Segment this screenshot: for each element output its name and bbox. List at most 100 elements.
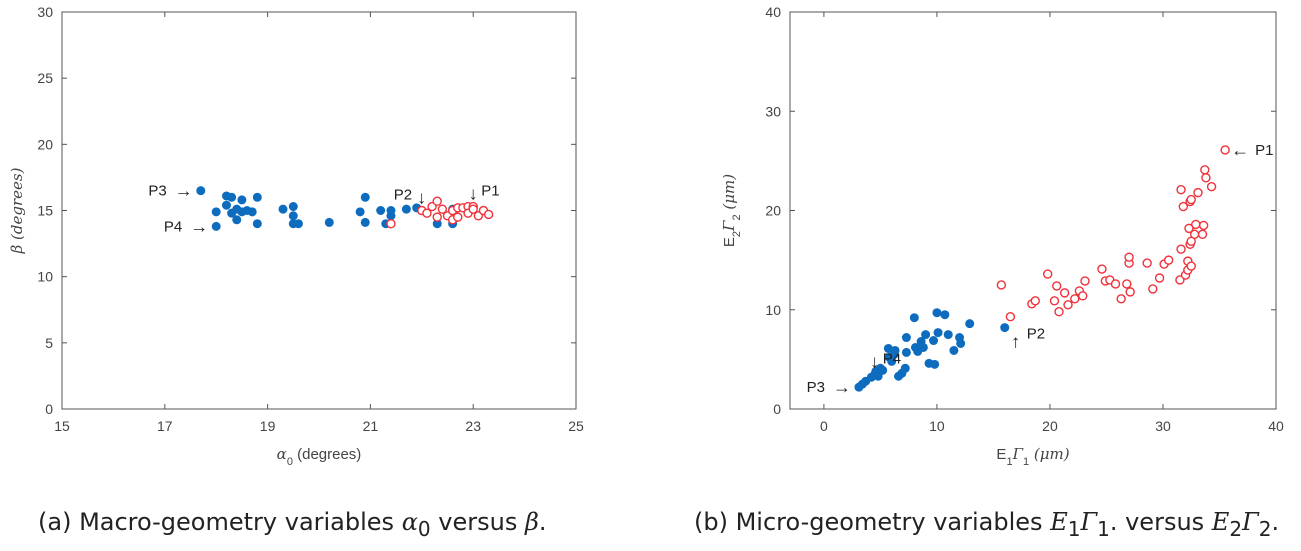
data-point-open <box>1186 194 1196 205</box>
annotation-p1: ← P1 <box>1231 140 1273 160</box>
data-point-open <box>1070 294 1080 304</box>
x-tick-label: 20 <box>1042 418 1058 434</box>
data-point-filled <box>232 215 242 225</box>
data-point-filled <box>227 192 237 202</box>
data-point-open <box>1206 181 1217 192</box>
y-tick-label: 15 <box>37 203 53 219</box>
data-point-open <box>1078 291 1088 301</box>
x-tick-label: 23 <box>465 418 481 434</box>
annotation-p3: P3 → <box>807 377 851 397</box>
data-point-filled <box>247 207 257 217</box>
caption-b-g1-sub: 1 <box>1097 516 1110 541</box>
y-tick-label: 10 <box>765 302 781 318</box>
data-point-filled <box>940 310 950 320</box>
data-point-open <box>996 280 1007 290</box>
data-point-open <box>1124 252 1134 262</box>
caption-a-alpha-sub: 0 <box>417 516 431 541</box>
chart-b-e1g1-vs-e2g2: 0 10 20 30 40 0 10 20 30 40 E1Γ1 (μm) E2Γ2 (μm) ← P1 ↑… <box>720 4 1284 468</box>
data-point-filled <box>921 330 931 340</box>
annotation-p2: ↑ P2 <box>1011 326 1045 352</box>
chart-b-plot-area: 0 10 20 30 40 0 10 20 30 40 E1Γ1 (μm) E2Γ2 (μm) ← P1 ↑… <box>720 4 1284 468</box>
data-point-filled <box>956 338 966 348</box>
annotation-arrow: ↓ <box>870 351 879 371</box>
data-point-filled <box>376 206 386 215</box>
annotation-arrow: ↓ <box>469 184 478 204</box>
annotation-arrow: → <box>190 216 208 236</box>
data-point-filled <box>252 192 262 202</box>
annotation-arrow: ↑ <box>1011 332 1020 352</box>
caption-a: (a) Macro-geometry variables α0 versus β… <box>38 508 546 541</box>
x-tick-label: 0 <box>820 418 828 434</box>
annotation-label: P3 <box>148 183 166 200</box>
data-point-open <box>432 212 442 222</box>
data-point-filled <box>878 365 888 375</box>
data-point-filled <box>278 204 288 214</box>
annotation-p4: P4 → <box>164 216 208 236</box>
data-point-filled <box>901 347 911 357</box>
data-point-open <box>1200 165 1210 175</box>
data-point-filled <box>324 217 334 227</box>
data-point-filled <box>900 363 910 373</box>
data-point-filled <box>293 219 303 229</box>
y-tick-label: 40 <box>765 4 781 20</box>
data-point-open <box>1154 273 1165 283</box>
data-point-filled <box>873 371 883 381</box>
data-point-open <box>468 204 478 214</box>
y-axis-label: β (degrees) <box>8 167 26 254</box>
data-point-filled <box>965 319 975 329</box>
data-point-open <box>1163 255 1174 265</box>
x-tick-label: 21 <box>363 418 379 434</box>
data-point-filled <box>949 345 959 355</box>
data-point-filled <box>386 211 396 221</box>
x-tick-label: 25 <box>568 418 584 434</box>
data-point-open <box>1184 223 1194 234</box>
x-tick-label: 30 <box>1155 418 1171 434</box>
data-point-open <box>1030 296 1040 306</box>
data-point-filled <box>211 221 221 231</box>
data-point-filled <box>943 330 953 340</box>
data-point-open <box>1054 307 1064 317</box>
data-point-open <box>1197 229 1208 240</box>
data-point-open <box>1049 296 1060 306</box>
data-point-filled <box>930 359 940 369</box>
annotation-label: P2 <box>394 187 412 204</box>
data-point-open <box>1063 300 1073 310</box>
annotation-label: P3 <box>807 379 825 396</box>
data-point-filled <box>288 202 298 212</box>
data-point-filled <box>221 200 231 210</box>
annotation-label: P2 <box>1027 326 1045 343</box>
y-tick-label: 30 <box>765 103 781 119</box>
caption-a-beta: β <box>524 508 539 536</box>
plot-frame <box>61 11 577 410</box>
data-point-open <box>1052 281 1062 291</box>
annotation-arrow: → <box>833 377 851 397</box>
data-point-open <box>1220 145 1230 155</box>
y-tick-label: 20 <box>765 203 781 219</box>
annotation-arrow: ↓ <box>417 188 426 208</box>
data-point-filled <box>355 207 365 217</box>
data-point-open <box>1193 187 1203 198</box>
data-point-open <box>1042 269 1053 279</box>
y-tick-label: 20 <box>37 136 53 152</box>
annotation-p1: ↓ P1 <box>469 183 500 204</box>
data-point-open <box>453 212 463 222</box>
data-point-open <box>483 209 494 220</box>
caption-b-e2: E <box>1211 508 1230 536</box>
x-tick-label: 40 <box>1268 418 1284 434</box>
data-point-open <box>1097 264 1107 274</box>
caption-b-e2-sub: 2 <box>1229 516 1243 541</box>
data-point-filled <box>909 313 919 323</box>
data-point-open <box>1186 261 1196 271</box>
data-point-open <box>1201 173 1211 183</box>
y-tick-label: 30 <box>37 4 53 20</box>
y-axis-label: E2Γ2 (μm) <box>720 174 743 247</box>
data-point-open <box>1142 258 1152 268</box>
x-tick-label: 15 <box>54 418 70 434</box>
data-point-open <box>422 208 432 218</box>
x-axis-label: α0 (degrees) <box>277 445 362 468</box>
data-point-filled <box>237 195 247 205</box>
y-tick-label: 0 <box>45 401 53 417</box>
caption-b-period: . <box>1271 508 1280 536</box>
annotation-label: P1 <box>1255 142 1273 159</box>
caption-a-text: (a) Macro-geometry variables <box>38 508 402 536</box>
